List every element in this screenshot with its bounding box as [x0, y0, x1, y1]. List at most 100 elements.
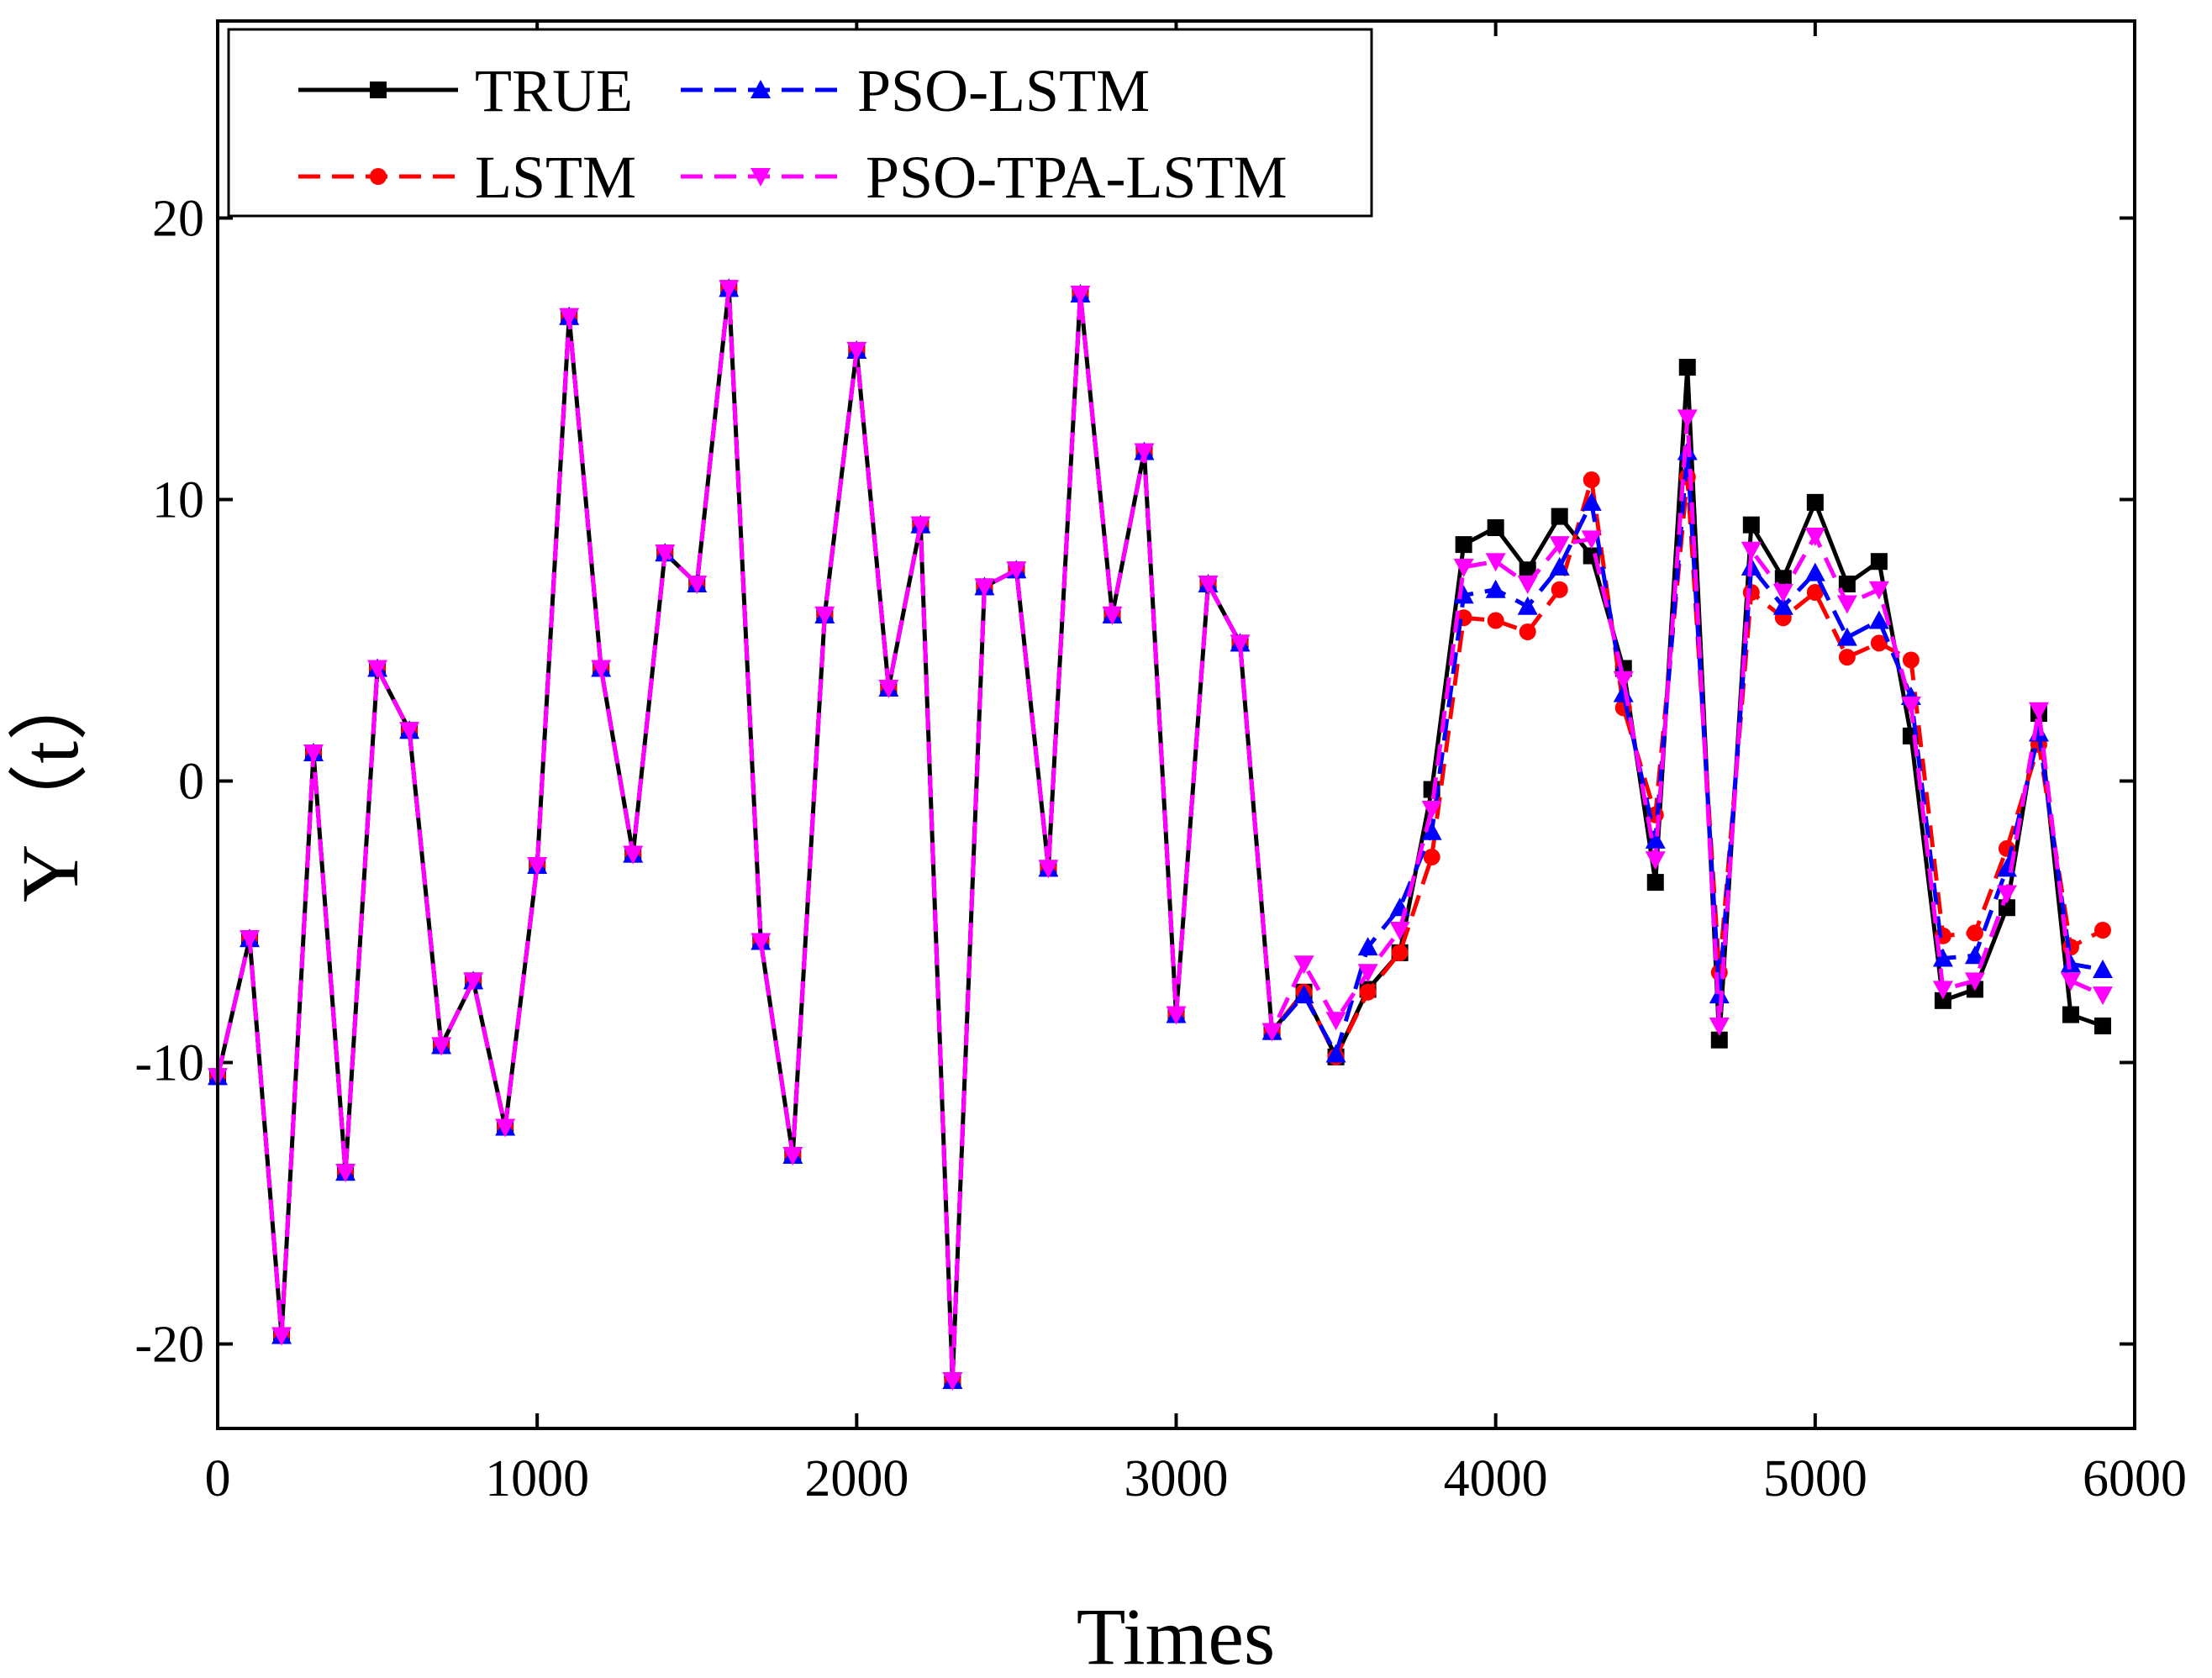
data-point-pso-tpa-lstm: [910, 516, 931, 535]
legend: TRUE LSTM PSO-LSTM PSO-TPA-LSTM: [227, 28, 1373, 218]
data-point-lstm: [1551, 581, 1568, 598]
series-line-pso-tpa-lstm: [215, 286, 2104, 1383]
data-point-pso-lstm: [1772, 596, 1793, 615]
data-point-pso-tpa-lstm: [878, 679, 899, 698]
legend-label: LSTM: [475, 144, 636, 211]
data-point-pso-tpa-lstm: [942, 1372, 963, 1391]
data-point-pso-tpa-lstm: [2060, 972, 2081, 992]
data-point-pso-tpa-lstm: [1868, 581, 1889, 600]
data-point-pso-tpa-lstm: [623, 845, 644, 865]
data-point-pso-tpa-lstm: [335, 1164, 356, 1183]
y-axis-title: Y（t）: [5, 660, 95, 902]
data-point-lstm: [1806, 584, 1824, 602]
x-tick-label: 4000: [1444, 1450, 1548, 1507]
data-point-pso-tpa-lstm: [1421, 801, 1442, 819]
data-point-pso-tpa-lstm: [1581, 530, 1602, 550]
data-point-lstm: [1838, 649, 1856, 666]
data-point-pso-tpa-lstm: [559, 308, 580, 327]
legend-label: PSO-LSTM: [857, 57, 1150, 124]
data-point-true: [1519, 561, 1536, 579]
data-point-pso-tpa-lstm: [655, 544, 676, 564]
data-point-pso-tpa-lstm: [974, 578, 995, 597]
plot-frame: [216, 19, 2136, 1430]
y-tick-label: 0: [178, 754, 204, 811]
data-point-pso-tpa-lstm: [1964, 972, 1985, 992]
data-point-pso-tpa-lstm: [271, 1327, 292, 1346]
legend-label: PSO-TPA-LSTM: [866, 144, 1287, 211]
data-point-pso-tpa-lstm: [2028, 702, 2049, 721]
data-point-pso-lstm: [1293, 985, 1314, 1004]
data-point-lstm: [1359, 983, 1377, 1001]
data-point-pso-tpa-lstm: [303, 744, 324, 763]
y-tick-label: -20: [134, 1317, 204, 1374]
data-point-lstm: [1902, 651, 1920, 669]
data-point-pso-tpa-lstm: [367, 660, 388, 679]
data-point-lstm: [1423, 848, 1440, 865]
data-point-pso-tpa-lstm: [814, 606, 835, 625]
data-point-pso-tpa-lstm: [1038, 860, 1059, 879]
data-point-true: [2094, 1017, 2111, 1034]
data-point-true: [2062, 1006, 2079, 1023]
data-point-lstm: [1487, 612, 1504, 629]
data-point-pso-tpa-lstm: [1709, 1017, 1730, 1036]
data-point-pso-tpa-lstm: [782, 1147, 803, 1166]
data-point-pso-tpa-lstm: [1804, 528, 1825, 547]
data-point-lstm: [1519, 623, 1536, 640]
data-point-pso-lstm: [1868, 610, 1889, 629]
data-point-pso-lstm: [1421, 821, 1442, 840]
data-point-true: [1774, 570, 1792, 587]
data-point-pso-tpa-lstm: [846, 341, 867, 360]
data-point-lstm: [2062, 939, 2079, 956]
legend-item-true: TRUE: [298, 57, 633, 124]
data-point-pso-tpa-lstm: [1166, 1006, 1187, 1025]
data-point-pso-tpa-lstm: [1357, 964, 1378, 983]
data-point-pso-tpa-lstm: [1772, 584, 1793, 603]
data-point-pso-lstm: [1836, 627, 1857, 646]
data-point-lstm: [1966, 924, 1983, 942]
data-point-pso-tpa-lstm: [1645, 851, 1666, 871]
legend-item-pso-tpa-lstm: PSO-TPA-LSTM: [681, 144, 1287, 211]
data-point-pso-lstm: [1485, 579, 1506, 598]
legend-swatch-marker: [370, 82, 387, 98]
x-tick-label: 2000: [804, 1450, 908, 1507]
data-point-pso-tpa-lstm: [1836, 595, 1857, 614]
data-point-true: [1806, 493, 1824, 511]
data-point-pso-tpa-lstm: [1134, 443, 1155, 462]
data-point-pso-tpa-lstm: [431, 1037, 452, 1056]
data-point-true: [1551, 508, 1568, 525]
legend-swatch-marker: [750, 168, 771, 187]
legend-label: TRUE: [475, 57, 633, 124]
data-point-pso-tpa-lstm: [687, 576, 708, 594]
data-point-true: [1710, 1031, 1728, 1049]
data-point-pso-tpa-lstm: [1070, 285, 1091, 304]
data-point-pso-lstm: [1709, 985, 1730, 1004]
data-point-pso-lstm: [1932, 948, 1953, 967]
data-point-pso-tpa-lstm: [1996, 885, 2017, 904]
data-point-pso-lstm: [1357, 937, 1378, 956]
series-pso-tpa-lstm: [208, 280, 2113, 1391]
data-point-true: [1934, 992, 1951, 1009]
data-point-pso-tpa-lstm: [719, 280, 740, 299]
data-point-pso-tpa-lstm: [1517, 576, 1538, 594]
data-point-pso-tpa-lstm: [1293, 955, 1314, 975]
x-tick-label: 3000: [1124, 1450, 1229, 1507]
legend-item-lstm: LSTM: [298, 144, 636, 211]
data-point-pso-lstm: [1804, 562, 1825, 581]
data-point-pso-tpa-lstm: [527, 857, 548, 876]
data-point-pso-tpa-lstm: [1389, 922, 1410, 941]
legend-box: [227, 28, 1373, 218]
data-point-pso-tpa-lstm: [495, 1118, 516, 1138]
data-point-pso-tpa-lstm: [750, 933, 772, 952]
data-point-lstm: [1870, 634, 1888, 652]
data-point-pso-lstm: [1964, 945, 1985, 965]
data-point-pso-lstm: [1549, 556, 1570, 576]
data-point-pso-tpa-lstm: [1549, 536, 1570, 555]
data-point-pso-tpa-lstm: [1741, 541, 1762, 560]
legend-item-pso-lstm: PSO-LSTM: [681, 57, 1150, 124]
data-point-pso-tpa-lstm: [240, 930, 261, 949]
data-point-pso-tpa-lstm: [1230, 634, 1251, 654]
data-point-pso-lstm: [1325, 1044, 1346, 1063]
data-point-pso-tpa-lstm: [1900, 697, 1921, 716]
